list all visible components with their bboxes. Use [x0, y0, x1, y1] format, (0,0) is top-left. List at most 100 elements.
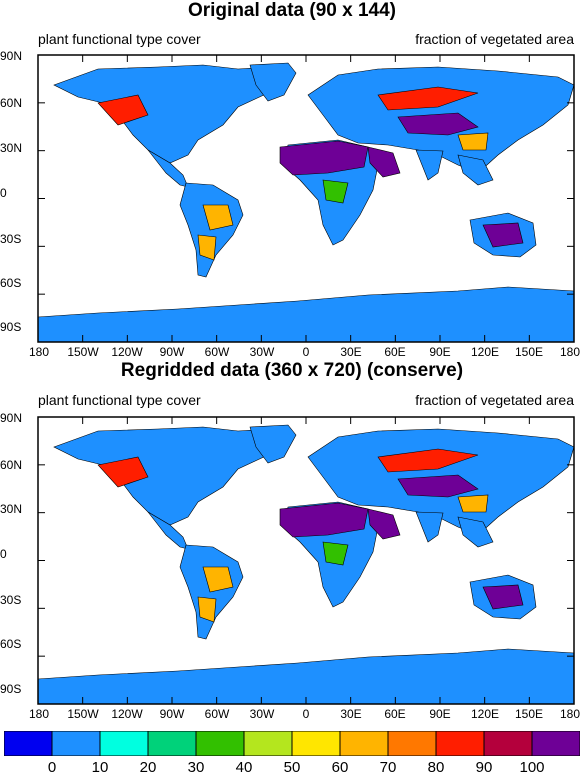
lon-label: 90E	[429, 345, 451, 359]
region-china-orange	[457, 132, 489, 151]
panel-2-left-label: plant functional type cover	[38, 392, 201, 408]
region-sahara	[279, 140, 369, 176]
colorbar	[4, 731, 580, 756]
region-africa-green	[322, 541, 349, 566]
colorbar-swatch	[195, 731, 245, 756]
lon-label: 180	[28, 707, 50, 721]
lat-label: 90S	[0, 682, 22, 696]
colorbar-swatch	[147, 731, 197, 756]
lon-label: 90W	[159, 345, 185, 359]
lon-label: 30E	[340, 345, 362, 359]
lon-label: 150E	[514, 707, 544, 721]
map-1	[37, 54, 575, 343]
colorbar-swatch	[483, 731, 533, 756]
lon-label: 120W	[111, 345, 143, 359]
colorbar-label: 50	[283, 759, 301, 776]
colorbar-label: 20	[139, 759, 157, 776]
colorbar-label: 10	[91, 759, 109, 776]
region-amazon-orange	[202, 204, 234, 231]
region-siberia-warm	[377, 86, 479, 111]
lon-label: 180	[559, 345, 581, 359]
lat-label: 30S	[0, 232, 22, 246]
map-panel-2	[37, 416, 575, 705]
lon-label: 60E	[384, 707, 406, 721]
lon-label: 180	[559, 707, 581, 721]
land-greenland	[249, 62, 297, 102]
panel-2-title: Regridded data (360 x 720) (conserve)	[120, 360, 464, 381]
colorbar-label: 90	[475, 759, 493, 776]
lat-label: 60S	[0, 276, 22, 290]
colorbar-swatch	[51, 731, 101, 756]
colorbar-label: 40	[235, 759, 253, 776]
land-india	[415, 511, 444, 543]
region-siberia-warm	[377, 448, 479, 473]
lon-label: 0	[302, 707, 310, 721]
region-canada-warm	[97, 456, 149, 488]
lat-label: 0	[0, 547, 7, 561]
panel-1-title: Original data (90 x 144)	[187, 0, 397, 21]
lon-label: 150W	[67, 345, 99, 359]
panel-1-left-label: plant functional type cover	[38, 31, 201, 47]
region-patagonia-orange	[197, 234, 217, 261]
lat-label: 90S	[0, 320, 22, 334]
lon-label: 120E	[470, 345, 500, 359]
region-canada-warm	[97, 94, 149, 126]
region-arabia	[367, 508, 401, 540]
colorbar-swatch	[531, 731, 580, 756]
lon-label: 60W	[204, 345, 230, 359]
colorbar-swatch	[243, 731, 293, 756]
region-arabia	[367, 146, 401, 178]
colorbar-swatch	[339, 731, 389, 756]
lat-label: 60N	[0, 458, 23, 472]
lon-label: 30E	[340, 707, 362, 721]
lon-label: 150W	[67, 707, 99, 721]
lon-label: 0	[302, 345, 310, 359]
map-2	[37, 416, 575, 705]
colorbar-swatch	[4, 731, 53, 756]
colorbar-swatch	[291, 731, 341, 756]
colorbar-label: 70	[379, 759, 397, 776]
lat-label: 90N	[0, 411, 23, 425]
colorbar-label: 30	[187, 759, 205, 776]
lon-label: 150E	[514, 345, 544, 359]
land-india	[415, 149, 444, 181]
colorbar-label: 100	[519, 759, 545, 776]
panel-1-right-label: fraction of vegetated area	[415, 31, 574, 47]
land-southeast-asia	[457, 154, 494, 186]
region-australia-interior	[482, 584, 524, 610]
region-central-asia	[397, 112, 479, 136]
lon-label: 30W	[249, 345, 275, 359]
lon-label: 60W	[204, 707, 230, 721]
lat-label: 90N	[0, 49, 23, 63]
region-patagonia-orange	[197, 596, 217, 623]
lon-label: 90E	[429, 707, 451, 721]
lon-label: 120E	[470, 707, 500, 721]
panel-2-right-label: fraction of vegetated area	[415, 392, 574, 408]
region-africa-green	[322, 179, 349, 204]
region-central-asia	[397, 474, 479, 498]
region-sahara	[279, 502, 369, 538]
lon-label: 60E	[384, 345, 406, 359]
colorbar-label: 80	[427, 759, 445, 776]
region-australia-interior	[482, 222, 524, 248]
colorbar-swatch	[99, 731, 149, 756]
colorbar-label: 0	[47, 759, 57, 776]
land-southeast-asia	[457, 516, 494, 548]
lat-label: 30S	[0, 593, 22, 607]
colorbar-swatch	[387, 731, 437, 756]
lat-label: 60N	[0, 96, 23, 110]
land-greenland	[249, 424, 297, 464]
lon-label: 180	[28, 345, 50, 359]
colorbar-swatch	[435, 731, 485, 756]
map-panel-1	[37, 54, 575, 343]
colorbar-label: 60	[331, 759, 349, 776]
region-china-orange	[457, 494, 489, 513]
region-amazon-orange	[202, 566, 234, 593]
lon-label: 30W	[249, 707, 275, 721]
lat-label: 30N	[0, 502, 23, 516]
lon-label: 120W	[111, 707, 143, 721]
lat-label: 30N	[0, 141, 23, 155]
lon-label: 90W	[159, 707, 185, 721]
lat-label: 0	[0, 186, 7, 200]
lat-label: 60S	[0, 637, 22, 651]
